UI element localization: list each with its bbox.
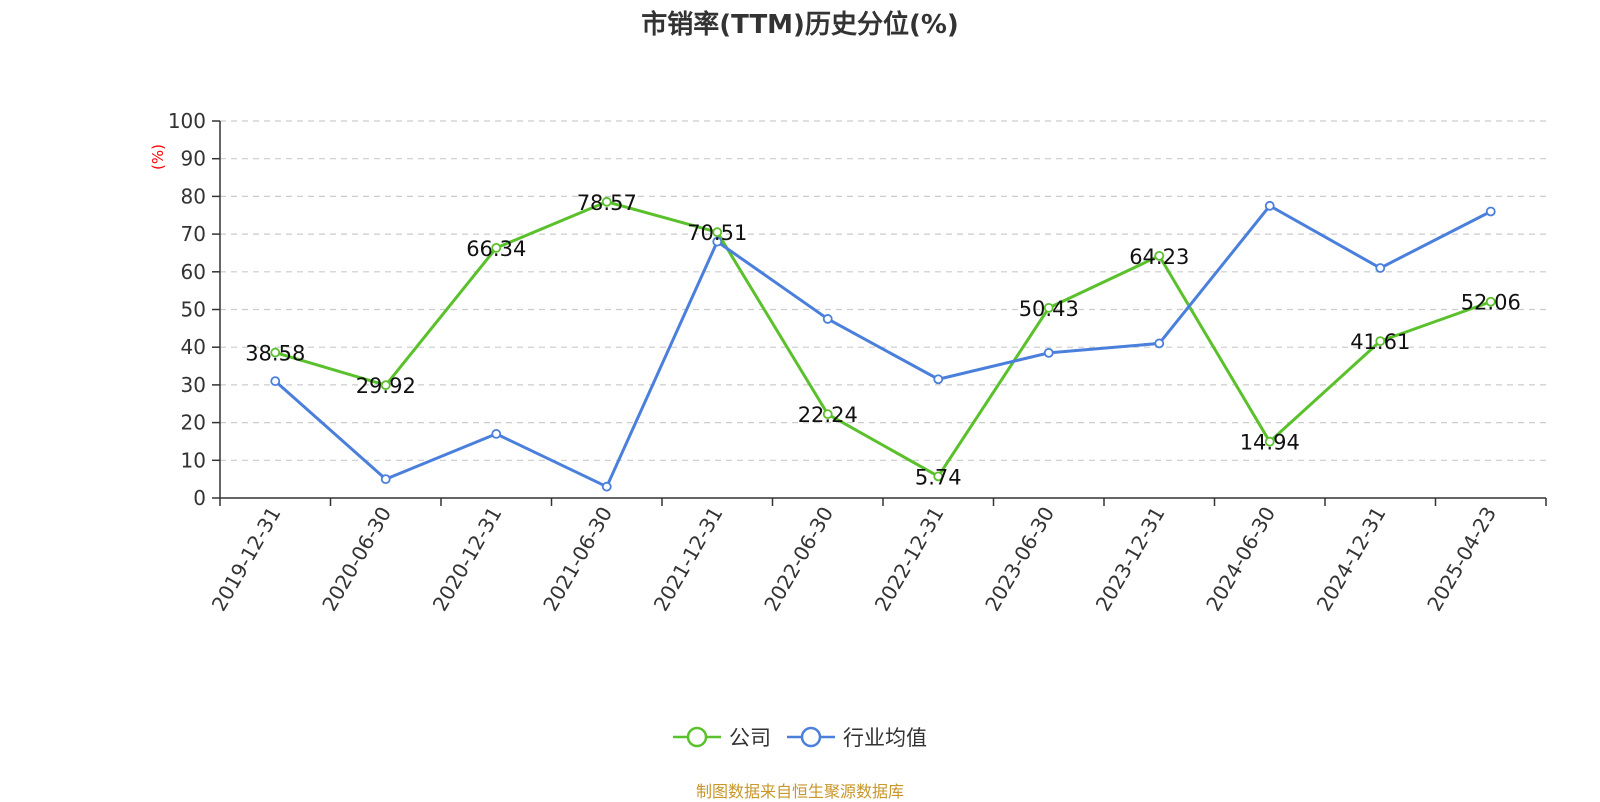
data-label: 66.34 — [466, 237, 526, 261]
data-label: 52.06 — [1461, 291, 1521, 315]
y-tick-label: 0 — [193, 486, 206, 510]
data-point — [933, 374, 944, 385]
data-label: 22.24 — [798, 403, 858, 427]
data-point — [933, 471, 944, 482]
legend-item[interactable]: 行业均值 — [787, 722, 927, 752]
data-point — [1375, 263, 1386, 273]
x-tick-label: 2025-04-23 — [1422, 503, 1501, 616]
x-tick-label: 2019-12-31 — [207, 503, 286, 616]
legend: 公司 行业均值 — [0, 722, 1600, 754]
y-tick-label: 60 — [181, 260, 206, 284]
data-point — [380, 474, 391, 485]
legend-marker-icon — [787, 726, 835, 748]
data-label: 14.94 — [1240, 431, 1300, 455]
y-tick-label: 90 — [181, 147, 206, 171]
data-label: 50.43 — [1019, 297, 1079, 321]
y-tick-label: 10 — [181, 448, 206, 472]
data-point — [1043, 302, 1054, 313]
data-point — [270, 347, 281, 358]
x-tick-label: 2023-06-30 — [980, 503, 1059, 616]
data-label: 38.58 — [245, 342, 305, 366]
y-tick-label: 80 — [181, 184, 206, 208]
y-tick-label: 70 — [181, 222, 206, 246]
data-point — [1485, 206, 1496, 217]
grid-lines — [220, 120, 1546, 461]
data-point — [712, 236, 723, 247]
data-label: 29.92 — [356, 374, 416, 398]
legend-label: 行业均值 — [843, 726, 927, 750]
data-point — [1043, 347, 1054, 358]
data-point — [270, 376, 281, 387]
legend-marker-icon — [673, 726, 721, 748]
series-line-1 — [274, 204, 1492, 489]
data-label: 78.57 — [577, 191, 637, 215]
y-axis-label: (%) — [149, 144, 167, 170]
data-point — [1154, 250, 1165, 261]
data-point — [822, 314, 833, 324]
data-point — [1375, 336, 1386, 347]
x-tick-label: 2022-12-31 — [870, 503, 949, 616]
legend-label: 公司 — [729, 726, 771, 750]
legend-item[interactable]: 公司 — [673, 722, 771, 752]
data-point — [1485, 296, 1496, 307]
data-point — [601, 196, 612, 207]
source-note: 制图数据来自恒生聚源数据库 — [695, 782, 904, 801]
y-tick-label: 40 — [181, 335, 206, 359]
x-tick-label: 2020-12-31 — [428, 503, 507, 616]
data-point — [601, 481, 612, 492]
data-point — [1154, 338, 1165, 349]
data-label: 5.74 — [915, 465, 962, 489]
data-point — [712, 227, 723, 238]
y-tick-label: 50 — [181, 298, 206, 322]
x-tick-label: 2023-12-31 — [1091, 503, 1170, 616]
y-tick-label: 20 — [181, 411, 206, 435]
x-tick-label: 2022-06-30 — [759, 503, 838, 616]
x-tick-label: 2021-06-30 — [538, 503, 617, 616]
series-lines — [270, 196, 1496, 492]
series-line-0 — [274, 200, 1492, 478]
x-tick-label: 2024-06-30 — [1201, 503, 1280, 616]
data-point — [491, 429, 502, 439]
data-label: 41.61 — [1350, 330, 1410, 354]
data-point — [380, 380, 391, 391]
data-point — [1264, 200, 1275, 211]
y-tick-label: 30 — [181, 373, 206, 397]
data-label: 64.23 — [1129, 245, 1189, 269]
x-tick-label: 2021-12-31 — [649, 503, 728, 616]
chart-title: 市销率(TTM)历史分位(%) — [641, 10, 959, 40]
data-point — [491, 242, 502, 253]
data-point — [1264, 436, 1275, 447]
data-point — [822, 409, 833, 420]
x-tick-label: 2024-12-31 — [1312, 503, 1391, 616]
data-label: 70.51 — [687, 221, 747, 245]
x-tick-label: 2020-06-30 — [317, 503, 396, 616]
data-labels: 38.58 29.92 66.34 78.57 70.51 22.24 5.74 50.43 6… — [245, 191, 1521, 490]
y-tick-label: 100 — [168, 109, 206, 133]
axes: 0 10 20 30 40 50 60 70 80 90 100(%) 2019-12-31 2020-… — [149, 109, 1547, 616]
